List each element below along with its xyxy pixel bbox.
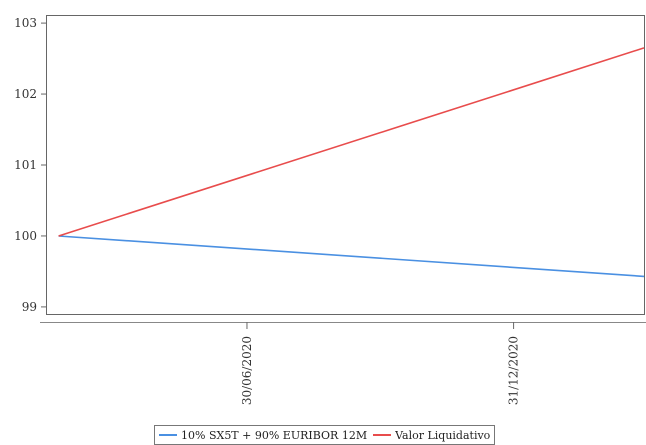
legend-item-nav: Valor Liquidativo — [373, 429, 490, 442]
series-line-nav — [58, 47, 645, 237]
series-line-benchmark — [58, 235, 645, 278]
y-tick-label: 103 — [14, 16, 37, 30]
legend: 10% SX5T + 90% EURIBOR 12M Valor Liquida… — [154, 425, 496, 445]
y-tick-label: 99 — [22, 300, 37, 314]
y-tick-label: 102 — [14, 87, 37, 101]
series-lines — [58, 47, 645, 278]
x-tick-label: 31/12/2020 — [507, 336, 521, 405]
legend-label-benchmark: 10% SX5T + 90% EURIBOR 12M — [181, 428, 368, 442]
legend-swatch-nav — [373, 434, 392, 436]
x-axis: 30/06/2020 31/12/2020 — [240, 322, 521, 405]
y-axis: 99 100 101 102 103 — [14, 16, 47, 314]
x-tick-label: 30/06/2020 — [240, 336, 254, 405]
legend-swatch-benchmark — [159, 434, 177, 436]
legend-label-nav: Valor Liquidativo — [395, 428, 491, 442]
y-tick-label: 100 — [14, 229, 37, 243]
y-tick-label: 101 — [14, 158, 37, 172]
legend-item-benchmark: 10% SX5T + 90% EURIBOR 12M — [159, 429, 367, 442]
